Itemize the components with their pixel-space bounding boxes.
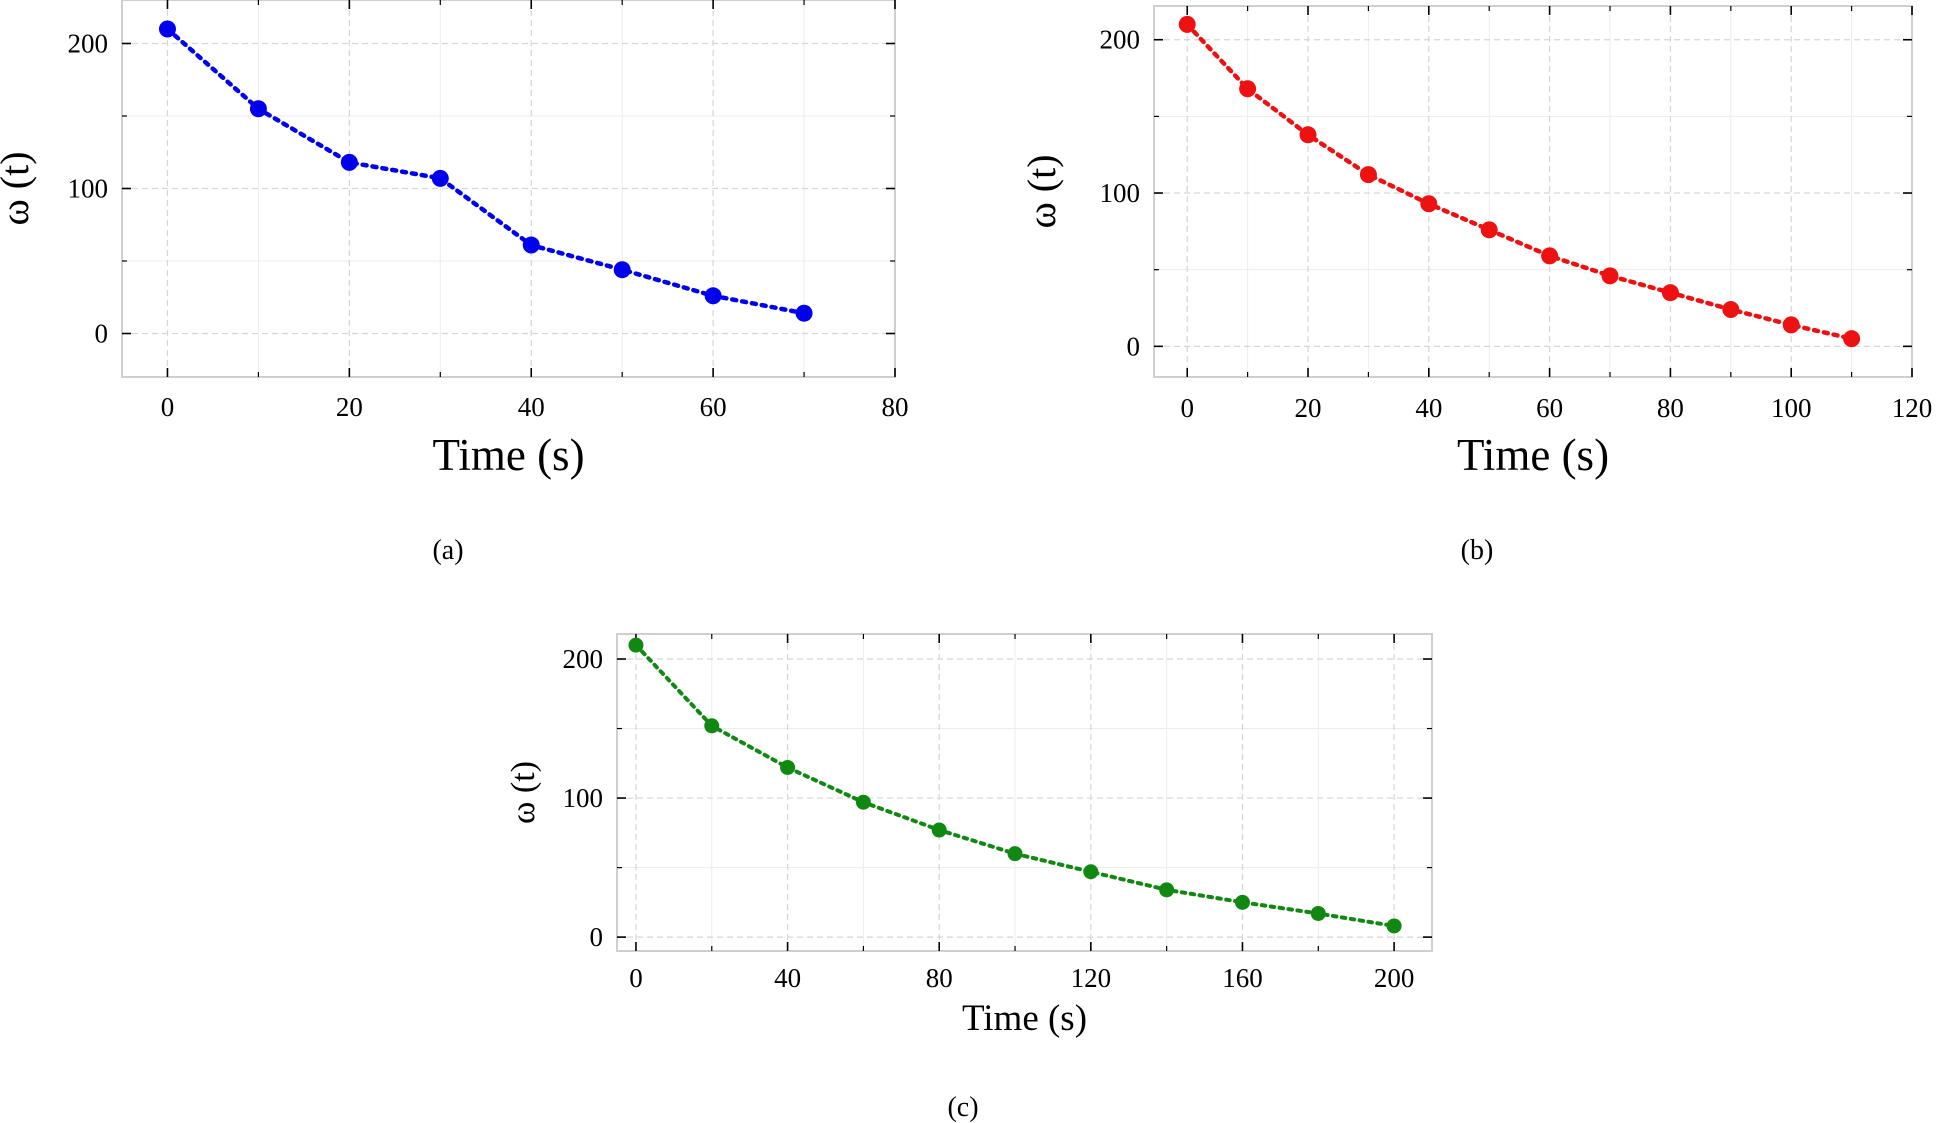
y-tick-label: 200 — [68, 29, 109, 59]
x-tick-label: 120 — [1892, 393, 1933, 423]
data-point — [431, 169, 449, 187]
data-point — [249, 100, 267, 118]
y-tick-label: 100 — [1100, 178, 1141, 208]
plot-frame — [1153, 5, 1913, 378]
data-point — [1178, 15, 1196, 33]
data-point — [704, 718, 720, 734]
data-point — [780, 759, 796, 775]
x-tick-label: 60 — [700, 392, 727, 422]
y-tick-label: 100 — [68, 174, 109, 204]
data-point — [613, 261, 631, 279]
y-axis-title: ω (t) — [505, 761, 542, 824]
data-point — [1239, 80, 1257, 98]
data-point — [1159, 882, 1175, 898]
caption-a: (a) — [432, 535, 463, 566]
x-tick-label: 120 — [1071, 963, 1112, 993]
plot-frame — [616, 633, 1433, 952]
data-point — [1083, 864, 1099, 880]
data-point — [931, 822, 947, 838]
data-point — [1843, 330, 1861, 348]
data-point — [522, 236, 540, 254]
y-axis-title: ω (t) — [1019, 154, 1064, 228]
y-tick-label: 0 — [1127, 331, 1141, 361]
chart-panel-a: 0 20 40 60 80 0 100 200 Time (s) ω (t) — [0, 0, 909, 480]
x-tick-label: 80 — [882, 392, 909, 422]
x-tick-label: 80 — [1657, 393, 1684, 423]
data-point — [1310, 905, 1326, 921]
data-point — [1480, 221, 1498, 239]
data-point — [1541, 247, 1559, 265]
x-tick-label: 0 — [1180, 393, 1194, 423]
chart-panel-b: 0 20 40 60 80 100 120 0 100 200 Time (s) ω (t) — [1019, 5, 1933, 480]
data-point — [1661, 284, 1679, 302]
data-point — [1299, 126, 1317, 144]
data-point — [628, 637, 644, 653]
x-tick-label: 100 — [1771, 393, 1812, 423]
x-tick-label: 200 — [1374, 963, 1415, 993]
data-point — [855, 794, 871, 810]
series-line — [165, 26, 807, 316]
x-tick-label: 40 — [774, 963, 801, 993]
data-point — [1601, 267, 1619, 285]
data-point — [1386, 918, 1402, 934]
y-tick-label: 200 — [1100, 25, 1141, 55]
y-tick-label: 0 — [95, 319, 109, 349]
x-tick-label: 40 — [1415, 393, 1442, 423]
y-tick-label: 0 — [590, 922, 604, 952]
x-tick-label: 80 — [926, 963, 953, 993]
x-tick-label: 40 — [518, 392, 545, 422]
x-tick-label: 20 — [1295, 393, 1322, 423]
y-tick-label: 200 — [563, 644, 604, 674]
x-axis-title: Time (s) — [432, 430, 584, 480]
data-point — [1722, 301, 1740, 319]
data-point — [1782, 316, 1800, 334]
data-point — [1359, 166, 1377, 184]
chart-panel-c: 0 40 80 120 160 200 0 100 200 Time (s) ω (t) — [505, 633, 1433, 1039]
data-point — [1234, 894, 1250, 910]
x-axis-title: Time (s) — [962, 998, 1087, 1039]
x-tick-label: 20 — [336, 392, 363, 422]
data-point — [158, 20, 176, 38]
data-point — [795, 304, 813, 322]
y-tick-label: 100 — [563, 783, 604, 813]
caption-c: (c) — [947, 1092, 978, 1123]
series-line — [1184, 22, 1854, 341]
y-axis-title: ω (t) — [0, 151, 37, 225]
x-tick-label: 60 — [1536, 393, 1563, 423]
data-point — [340, 153, 358, 171]
data-point — [704, 287, 722, 305]
x-tick-label: 160 — [1222, 963, 1263, 993]
x-tick-label: 0 — [161, 392, 175, 422]
x-axis-title: Time (s) — [1457, 430, 1609, 480]
data-point — [1420, 195, 1438, 213]
caption-b: (b) — [1461, 535, 1494, 566]
data-point — [1007, 846, 1023, 862]
x-tick-label: 0 — [629, 963, 643, 993]
